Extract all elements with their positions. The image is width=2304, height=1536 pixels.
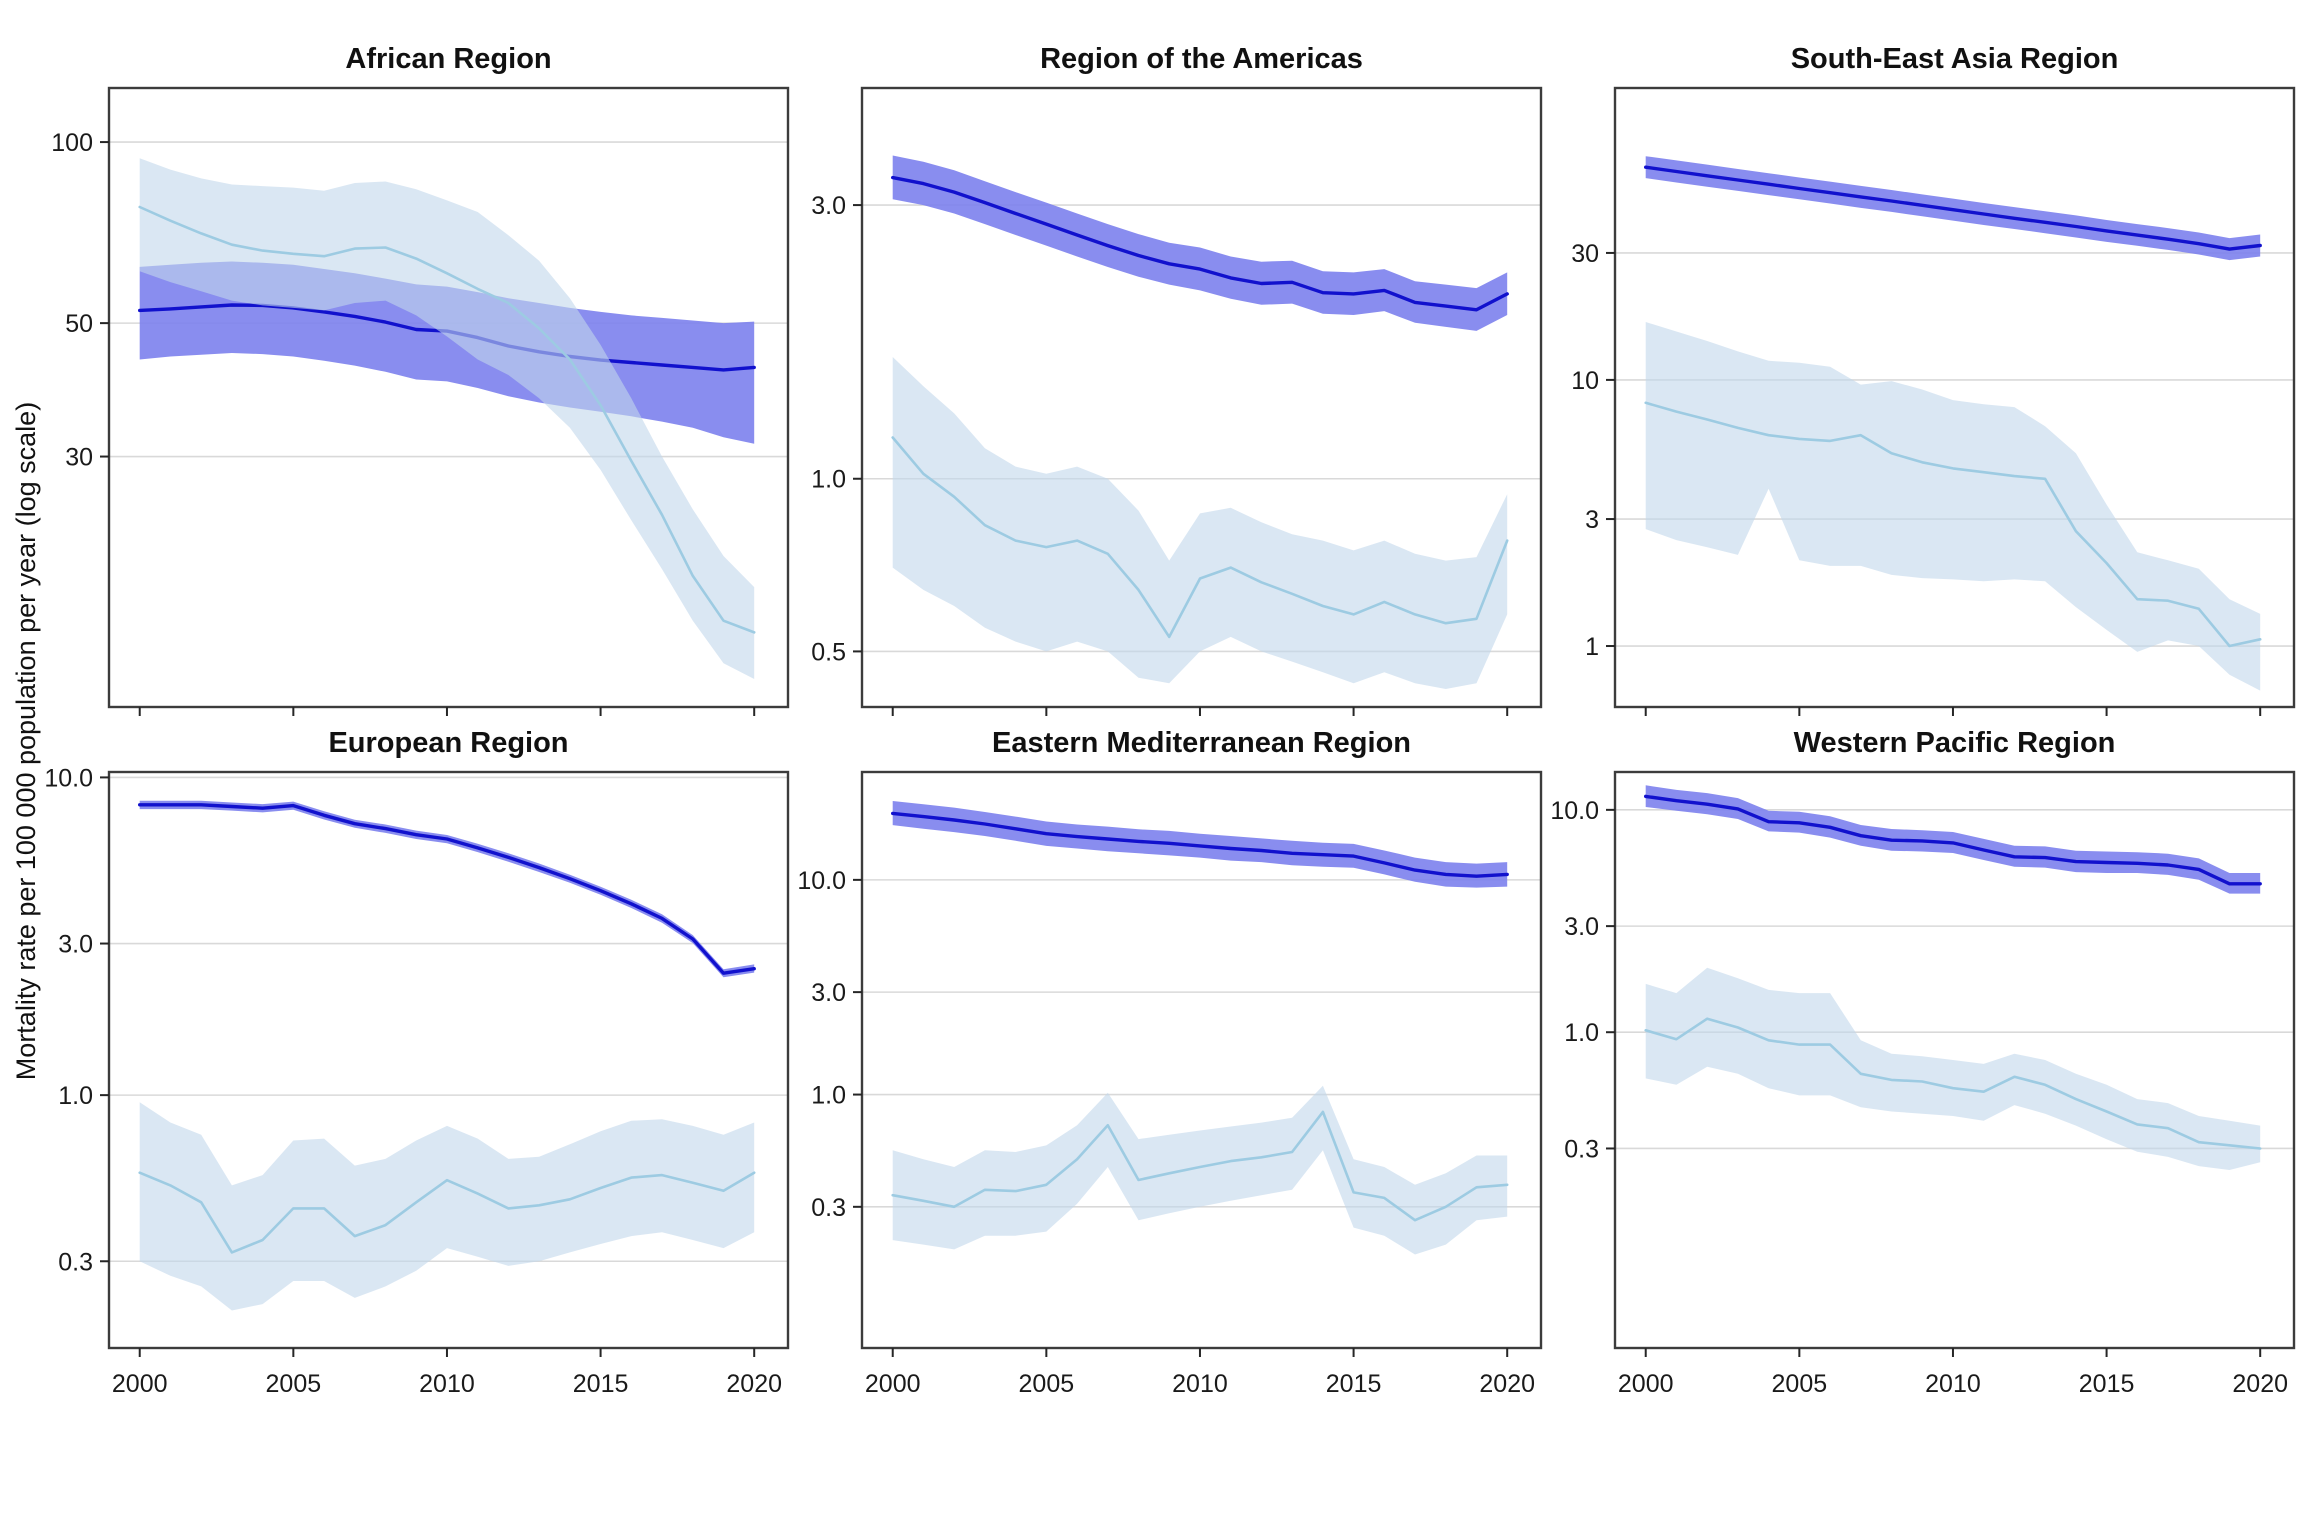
panel-title-eastern-mediterranean-region: Eastern Mediterranean Region — [992, 727, 1411, 759]
x-tick-label: 2005 — [1019, 1370, 1075, 1398]
confidence-ribbon-light-blue — [139, 158, 755, 679]
panel-border — [860, 86, 1543, 709]
y-tick-label: 1.0 — [811, 1082, 846, 1110]
panel-european-region: 10.0 3.0 1.0 0.3 2000 2005 2010 2015 2020 — [44, 764, 790, 1398]
trend-line-light-blue — [891, 436, 1509, 639]
y-tick-label: 1 — [1585, 633, 1599, 661]
trend-line-dark-blue — [891, 811, 1509, 878]
confidence-ribbon-dark-blue — [1645, 785, 2261, 894]
x-tick-label: 2000 — [865, 1370, 921, 1398]
y-tick-label: 10.0 — [44, 764, 93, 792]
panel-border — [860, 770, 1543, 1350]
y-tick-label: 1.0 — [811, 466, 846, 494]
trend-line-light-blue — [1644, 1017, 2262, 1150]
panel-title-african-region: African Region — [345, 43, 552, 75]
panel-title-south-east-asia-region: South-East Asia Region — [1790, 43, 2119, 75]
panel-western-pacific-region: 10.0 3.0 1.0 0.3 2000 2005 2010 2015 2020 — [1550, 770, 2296, 1398]
y-tick-label: 0.5 — [811, 638, 846, 666]
y-tick-label: 30 — [1571, 240, 1599, 268]
y-tick-label: 10 — [1571, 367, 1599, 395]
trend-line-light-blue — [1644, 401, 2262, 648]
x-tick-label: 2005 — [266, 1370, 322, 1398]
y-tick-label: 1.0 — [58, 1082, 93, 1110]
panel-eastern-mediterranean-region: 10.0 3.0 1.0 0.3 2000 2005 2010 2015 2020 — [797, 770, 1543, 1398]
trend-line-dark-blue — [1644, 165, 2262, 251]
y-tick-label: 3.0 — [58, 931, 93, 959]
x-tick-label: 2010 — [1925, 1370, 1981, 1398]
y-tick-label: 10.0 — [797, 867, 846, 895]
confidence-ribbon-light-blue — [892, 357, 1508, 689]
trend-line-light-blue — [138, 205, 756, 634]
panel-border — [1613, 86, 2296, 709]
x-tick-label: 2015 — [2079, 1370, 2135, 1398]
panel-title-region-of-the-americas: Region of the Americas — [1040, 43, 1363, 75]
confidence-ribbon-dark-blue — [139, 800, 755, 978]
y-tick-label: 3 — [1585, 506, 1599, 534]
x-tick-label: 2010 — [1172, 1370, 1228, 1398]
confidence-ribbon-light-blue — [1645, 322, 2261, 691]
panel-border — [107, 86, 790, 709]
y-tick-label: 1.0 — [1564, 1019, 1599, 1047]
y-tick-label: 100 — [51, 129, 93, 157]
confidence-ribbon-light-blue — [892, 1085, 1508, 1255]
panel-title-western-pacific-region: Western Pacific Region — [1793, 727, 2116, 759]
panel-border — [107, 770, 790, 1350]
x-tick-label: 2010 — [419, 1370, 475, 1398]
x-tick-label: 2000 — [1618, 1370, 1674, 1398]
panel-title-european-region: European Region — [328, 727, 569, 759]
y-tick-label: 3.0 — [811, 979, 846, 1007]
x-tick-label: 2015 — [573, 1370, 629, 1398]
panel-border — [1613, 770, 2296, 1350]
trend-line-light-blue — [891, 1110, 1509, 1222]
x-tick-label: 2020 — [2232, 1370, 2288, 1398]
y-tick-label: 0.3 — [811, 1194, 846, 1222]
x-tick-label: 2015 — [1326, 1370, 1382, 1398]
x-tick-label: 2020 — [726, 1370, 782, 1398]
confidence-ribbon-dark-blue — [892, 155, 1508, 331]
y-tick-label: 0.3 — [58, 1248, 93, 1276]
y-tick-label: 0.3 — [1564, 1135, 1599, 1163]
y-tick-label: 30 — [65, 444, 93, 472]
x-tick-label: 2005 — [1772, 1370, 1828, 1398]
trend-line-dark-blue — [138, 803, 756, 975]
panel-african-region: 100 50 30 — [51, 86, 790, 716]
trend-line-dark-blue — [1644, 794, 2262, 886]
x-tick-label: 2000 — [112, 1370, 168, 1398]
trend-line-light-blue — [138, 1171, 756, 1254]
confidence-ribbon-light-blue — [1645, 967, 2261, 1170]
y-tick-label: 3.0 — [811, 192, 846, 220]
y-tick-label: 50 — [65, 310, 93, 338]
y-axis-title: Mortality rate per 100 000 population pe… — [11, 401, 41, 1081]
trend-line-dark-blue — [891, 175, 1509, 312]
x-tick-label: 2020 — [1479, 1370, 1535, 1398]
panel-region-of-the-americas: 3.0 1.0 0.5 — [811, 86, 1543, 716]
y-tick-label: 10.0 — [1550, 797, 1599, 825]
y-tick-label: 3.0 — [1564, 913, 1599, 941]
confidence-ribbon-light-blue — [139, 1102, 755, 1311]
panel-south-east-asia-region: 30 10 3 1 — [1571, 86, 2296, 716]
